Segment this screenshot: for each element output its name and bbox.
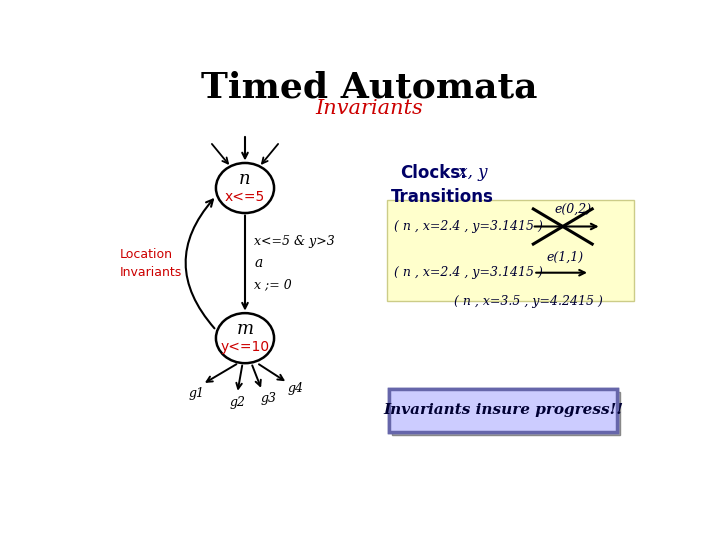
- Text: m: m: [236, 320, 253, 338]
- Ellipse shape: [216, 313, 274, 363]
- Text: x ;= 0: x ;= 0: [254, 278, 292, 291]
- Text: ( n , x=2.4 , y=3.1415 ): ( n , x=2.4 , y=3.1415 ): [394, 266, 543, 279]
- Ellipse shape: [216, 163, 274, 213]
- Text: x, y: x, y: [453, 164, 487, 181]
- Text: Invariants insure progress!!: Invariants insure progress!!: [383, 403, 623, 417]
- Text: Clocks:: Clocks:: [400, 164, 467, 181]
- Text: n: n: [239, 170, 251, 188]
- Text: a: a: [254, 256, 263, 270]
- Text: e(1,1): e(1,1): [547, 251, 584, 264]
- Text: ( n , x=3.5 , y=4.2415 ): ( n , x=3.5 , y=4.2415 ): [454, 295, 603, 308]
- Text: Transitions: Transitions: [391, 188, 494, 206]
- Text: g3: g3: [260, 392, 276, 404]
- Text: x<=5 & y>3: x<=5 & y>3: [254, 235, 335, 248]
- Text: g1: g1: [189, 387, 205, 400]
- Text: Timed Automata: Timed Automata: [201, 71, 537, 105]
- Text: e(0,2): e(0,2): [554, 203, 591, 216]
- FancyBboxPatch shape: [389, 389, 617, 432]
- Text: Invariants: Invariants: [315, 99, 423, 118]
- Text: Location
Invariants: Location Invariants: [120, 247, 181, 279]
- FancyArrowPatch shape: [186, 200, 215, 328]
- Text: y<=10: y<=10: [220, 340, 269, 354]
- FancyBboxPatch shape: [387, 200, 634, 301]
- FancyBboxPatch shape: [392, 392, 620, 435]
- Text: x<=5: x<=5: [225, 190, 265, 204]
- FancyBboxPatch shape: [389, 389, 617, 432]
- Text: ( n , x=2.4 , y=3.1415 ): ( n , x=2.4 , y=3.1415 ): [394, 220, 543, 233]
- Text: g2: g2: [229, 396, 246, 409]
- Text: g4: g4: [287, 382, 303, 395]
